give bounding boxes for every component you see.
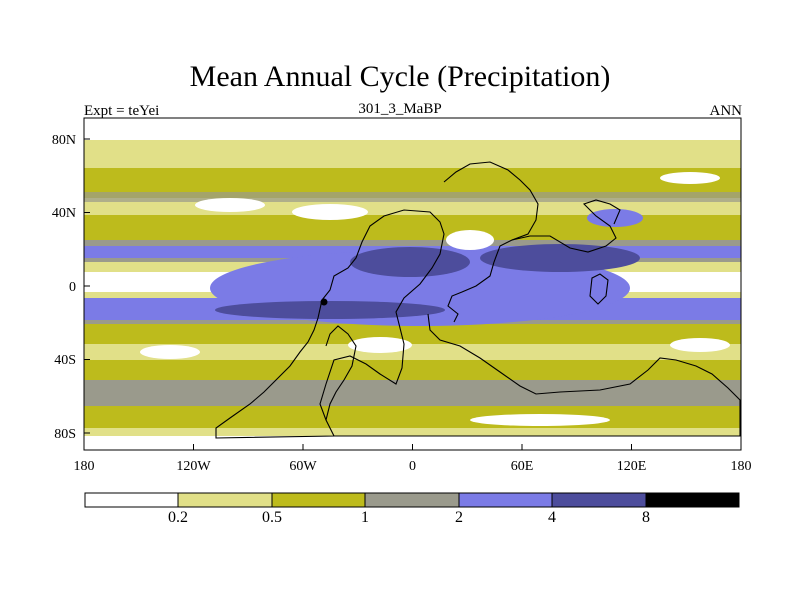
colorbar-box: [84, 492, 179, 508]
south-subtropical-band: [84, 322, 741, 344]
continent-outline-ne: [511, 199, 621, 253]
north-storm-track-core: [84, 192, 741, 202]
x-tick-label: 180: [731, 459, 752, 474]
precipitation-field: [84, 118, 741, 450]
map-title: Mean Annual Cycle (Precipitation): [189, 60, 611, 93]
y-tick-label: 80S: [54, 427, 76, 442]
dry-pocket-2: [292, 204, 368, 220]
central-south-max: [215, 301, 445, 319]
dry-pocket-4: [140, 345, 200, 359]
x-tick-label: 60E: [511, 459, 534, 474]
north-polar-dry: [84, 118, 741, 140]
dry-pocket-8: [470, 414, 610, 426]
dry-pocket-1: [446, 230, 494, 250]
colorbar-label: 4: [548, 509, 556, 526]
continent-outline-west: [215, 209, 445, 439]
axis-ticks: [83, 138, 742, 450]
island-outline: [589, 273, 609, 305]
south-storm-track-core: [84, 380, 741, 406]
dry-pocket-3: [348, 337, 412, 353]
location-marker: [320, 298, 328, 306]
season-label: ANN: [709, 103, 743, 119]
south-polar-dry: [84, 436, 741, 450]
x-tick-label: 60W: [289, 459, 317, 474]
colorbar-box: [551, 492, 647, 508]
y-tick-label: 40N: [52, 206, 76, 221]
colorbar: [84, 492, 740, 508]
map-subtitle: 301_3_MaBP: [358, 101, 442, 117]
central-north-max: [350, 247, 470, 277]
colorbar-box: [364, 492, 460, 508]
colorbar-label: 0.2: [168, 509, 188, 526]
east-wet-patch: [587, 209, 643, 227]
colorbar-label: 1: [361, 509, 369, 526]
y-tick-label: 80N: [52, 133, 76, 148]
experiment-label: Expt = teYei: [84, 103, 160, 119]
east-north-max: [480, 244, 640, 272]
y-tick-label: 40S: [54, 353, 76, 368]
dry-pocket-7: [660, 172, 720, 184]
continent-outline-north: [443, 161, 539, 323]
colorbar-box: [271, 492, 366, 508]
y-tick-label: 0: [69, 280, 76, 295]
continent-outline-east: [334, 313, 741, 437]
x-tick-label: 0: [409, 459, 416, 474]
dry-pocket-6: [670, 338, 730, 352]
x-tick-label: 120W: [176, 459, 211, 474]
x-tick-label: 180: [74, 459, 95, 474]
colorbar-box: [458, 492, 553, 508]
colorbar-label: 0.5: [262, 509, 282, 526]
x-tick-label: 120E: [617, 459, 647, 474]
continent-inner-west: [325, 325, 357, 421]
colorbar-box: [645, 492, 740, 508]
coastlines: [215, 161, 741, 439]
dry-pocket-5: [195, 198, 265, 212]
colorbar-label: 8: [642, 509, 650, 526]
colorbar-label: 2: [455, 509, 463, 526]
colorbar-box: [177, 492, 273, 508]
